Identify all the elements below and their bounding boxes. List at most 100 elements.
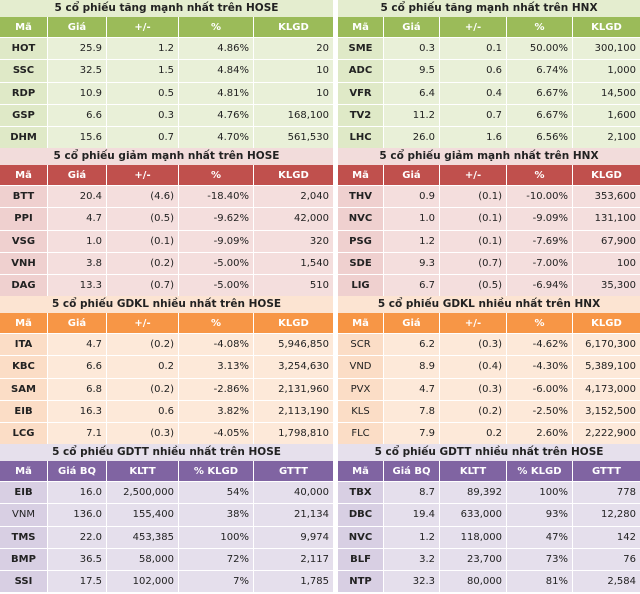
- stock-code: ADC: [338, 60, 384, 82]
- section-title: 5 cổ phiếu GDTT nhiều nhất trên HOSE: [338, 444, 640, 461]
- percent: -18.40%: [179, 186, 254, 208]
- avg-price: 3.2: [384, 548, 440, 570]
- table-row: TV2 11.2 0.7 6.67% 1,600: [338, 103, 640, 126]
- section-title: 5 cổ phiếu giảm mạnh nhất trên HNX: [338, 148, 640, 165]
- pt-value: 778: [573, 482, 640, 504]
- stock-code: VND: [338, 356, 384, 378]
- table-header: Mã Giá +/- % KLGD: [0, 165, 333, 186]
- table-header: Mã Giá +/- % KLGD: [0, 17, 333, 38]
- header-price: Giá: [48, 313, 107, 334]
- change: 0.3: [107, 104, 179, 126]
- price: 6.4: [384, 82, 440, 104]
- pct-volume: 100%: [507, 482, 573, 504]
- stock-code: DAG: [0, 274, 48, 296]
- price: 26.0: [384, 126, 440, 148]
- stock-code: BLF: [338, 548, 384, 570]
- price: 16.3: [48, 400, 107, 422]
- stock-code: ITA: [0, 334, 48, 356]
- percent: 6.56%: [507, 126, 573, 148]
- stock-code: NVC: [338, 526, 384, 548]
- stock-code: BMP: [0, 548, 48, 570]
- volume: 42,000: [254, 208, 333, 230]
- header-code: Mã: [0, 17, 48, 38]
- volume: 2,131,960: [254, 378, 333, 400]
- header-code: Mã: [0, 461, 48, 482]
- top-gainers-hnx: 5 cổ phiếu tăng mạnh nhất trên HNX Mã Gi…: [338, 0, 640, 148]
- stock-code: SCR: [338, 334, 384, 356]
- table-row: NVC 1.0 (0.1) -9.09% 131,100: [338, 207, 640, 230]
- pt-volume: 58,000: [107, 548, 179, 570]
- volume: 67,900: [573, 230, 640, 252]
- table-header: Mã Giá +/- % KLGD: [338, 165, 640, 186]
- stock-code: SME: [338, 38, 384, 60]
- percent: -2.86%: [179, 378, 254, 400]
- change: (0.1): [440, 208, 507, 230]
- volume: 5,946,850: [254, 334, 333, 356]
- stock-code: PSG: [338, 230, 384, 252]
- pt-volume: 102,000: [107, 570, 179, 592]
- percent: 4.81%: [179, 82, 254, 104]
- price: 0.3: [384, 38, 440, 60]
- table-row: PVX 4.7 (0.3) -6.00% 4,173,000: [338, 377, 640, 400]
- percent: 4.84%: [179, 60, 254, 82]
- change: 1.6: [440, 126, 507, 148]
- volume: 168,100: [254, 104, 333, 126]
- change: 0.5: [107, 82, 179, 104]
- change: 1.2: [107, 38, 179, 60]
- pct-volume: 93%: [507, 504, 573, 526]
- table-header: Mã Giá BQ KLTT % KLGD GTTT: [0, 461, 333, 482]
- header-avg-price: Giá BQ: [384, 461, 440, 482]
- stock-code: SSI: [0, 570, 48, 592]
- header-volume: KLGD: [278, 317, 309, 329]
- table-row: PPI 4.7 (0.5) -9.62% 42,000: [0, 207, 333, 230]
- pt-value: 12,280: [573, 504, 640, 526]
- top-volume-hose: 5 cổ phiếu GDKL nhiều nhất trên HOSE Mã …: [0, 296, 333, 444]
- stock-code: VNH: [0, 252, 48, 274]
- volume: 10: [254, 82, 333, 104]
- avg-price: 22.0: [48, 526, 107, 548]
- change: 0.2: [107, 356, 179, 378]
- header-percent: %: [179, 17, 254, 38]
- avg-price: 16.0: [48, 482, 107, 504]
- stock-code: TV2: [338, 104, 384, 126]
- volume: 6,170,300: [573, 334, 640, 356]
- table-row: VSG 1.0 (0.1) -9.09% 320: [0, 229, 333, 252]
- stock-code: DBC: [338, 504, 384, 526]
- volume: 131,100: [573, 208, 640, 230]
- pt-volume: 118,000: [440, 526, 507, 548]
- volume: 510: [254, 274, 333, 296]
- volume: 4,173,000: [573, 378, 640, 400]
- pct-volume: 72%: [179, 548, 254, 570]
- price: 10.9: [48, 82, 107, 104]
- pt-value: 2,117: [254, 548, 333, 570]
- change: 0.6: [107, 400, 179, 422]
- change: 0.4: [440, 82, 507, 104]
- change: (0.3): [107, 422, 179, 444]
- pt-value: 40,000: [254, 482, 333, 504]
- change: (0.4): [440, 356, 507, 378]
- table-row: NVC 1.2 118,000 47% 142: [338, 525, 640, 548]
- change: (0.3): [440, 334, 507, 356]
- table-row: BTT 20.4 (4.6) -18.40% 2,040: [0, 185, 333, 208]
- volume: 1,600: [573, 104, 640, 126]
- pt-value: 9,974: [254, 526, 333, 548]
- header-percent: %: [179, 165, 254, 186]
- change: 0.7: [107, 126, 179, 148]
- price: 6.6: [48, 356, 107, 378]
- table-row: NTP 32.3 80,000 81% 2,584: [338, 569, 640, 592]
- stock-code: HOT: [0, 38, 48, 60]
- table-row: SSC 32.5 1.5 4.84% 10: [0, 59, 333, 82]
- change: (0.1): [107, 230, 179, 252]
- table-row: BLF 3.2 23,700 73% 76: [338, 547, 640, 570]
- change: 1.5: [107, 60, 179, 82]
- avg-price: 8.7: [384, 482, 440, 504]
- table-row: SME 0.3 0.1 50.00% 300,100: [338, 37, 640, 60]
- pct-volume: 100%: [179, 526, 254, 548]
- volume: 100: [573, 252, 640, 274]
- percent: 3.13%: [179, 356, 254, 378]
- change: (0.1): [440, 230, 507, 252]
- change: 0.7: [440, 104, 507, 126]
- stock-code: VSG: [0, 230, 48, 252]
- table-row: HOT 25.9 1.2 4.86% 20: [0, 37, 333, 60]
- volume: 10: [254, 60, 333, 82]
